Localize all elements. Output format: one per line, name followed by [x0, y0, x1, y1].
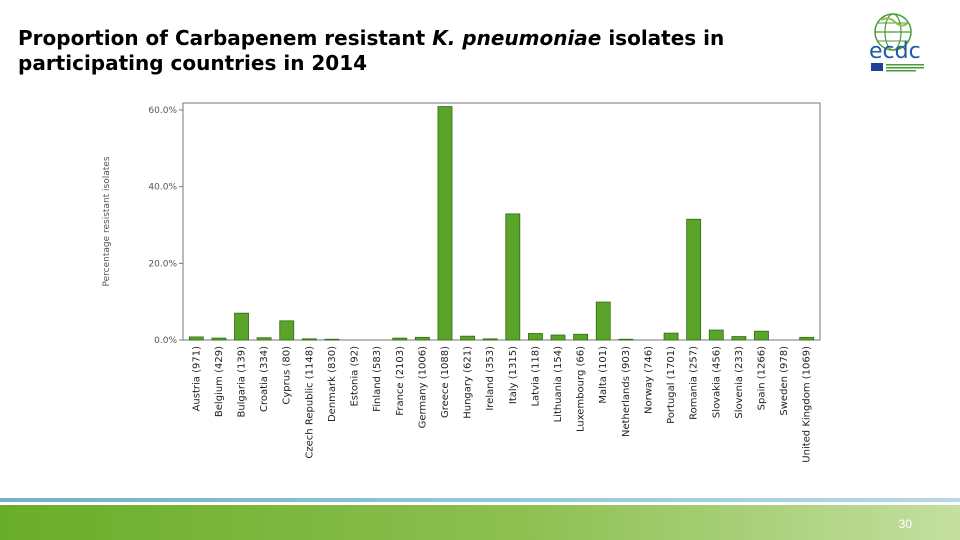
y-tick-label: 20.0%	[148, 259, 177, 269]
x-tick-label: Luxembourg (66)	[576, 346, 587, 432]
bar	[754, 330, 769, 341]
bar	[392, 337, 408, 341]
bar	[708, 329, 724, 341]
title-part-2: isolates in participating countries in 2…	[18, 26, 725, 75]
x-tick-label: Ireland (353)	[485, 346, 496, 411]
title-italic-species: K. pneumoniae	[432, 26, 602, 50]
x-tick-label: Portugal (1701)	[666, 346, 677, 424]
bar	[279, 320, 295, 341]
bar	[256, 337, 272, 341]
x-tick-label: Croatia (334)	[259, 346, 270, 412]
bar	[414, 336, 430, 341]
bar	[528, 333, 543, 341]
x-tick-label: Germany (1006)	[417, 346, 428, 428]
x-tick-label: Cyprus (80)	[282, 346, 293, 405]
slide-title: Proportion of Carbapenem resistant K. pn…	[18, 26, 818, 76]
x-tick-label: Lithuania (154)	[553, 346, 564, 422]
x-tick-label: Greece (1088)	[440, 346, 451, 418]
footer-bar: 30	[0, 505, 960, 540]
x-tick-label: Slovakia (456)	[711, 346, 722, 418]
bar	[686, 218, 702, 341]
bar	[731, 336, 747, 341]
x-tick-label: France (2103)	[395, 346, 406, 416]
eu-flag-icon	[871, 63, 883, 71]
bar	[799, 336, 815, 341]
x-tick-label: Austria (971)	[191, 346, 202, 411]
plot-area: 0.0% 20.0% 40.0% 60.0% Percentage resistant …	[102, 102, 821, 463]
bar	[573, 333, 589, 341]
x-tick-label: Finland (583)	[372, 346, 383, 412]
x-tick-label: Hungary (621)	[463, 346, 474, 419]
bar-chart: 0.0% 20.0% 40.0% 60.0% Percentage resistant …	[102, 102, 821, 463]
bar	[324, 338, 340, 341]
bar	[595, 301, 611, 341]
x-tick-label: Belgium (429)	[214, 346, 225, 417]
bar	[188, 336, 204, 341]
y-tick-label: 60.0%	[148, 106, 177, 116]
x-tick-label: Sweden (978)	[779, 346, 790, 416]
bar	[437, 106, 453, 341]
x-tick-label: Czech Republic (1148)	[304, 346, 315, 459]
y-tick-label: 40.0%	[148, 183, 177, 193]
bar	[211, 337, 227, 341]
x-tick-label: Malta (101)	[598, 346, 609, 404]
bar	[301, 338, 317, 341]
x-tick-label: Slovenia (233)	[734, 346, 745, 419]
bar	[482, 338, 498, 341]
footer-accent-line	[0, 498, 960, 502]
bar	[234, 312, 249, 341]
x-tick-label: Latvia (118)	[530, 346, 541, 407]
plot-frame	[182, 102, 821, 341]
globe-icon	[874, 13, 912, 51]
bar	[505, 213, 521, 341]
bar	[550, 334, 566, 341]
x-tick-label: Romania (257)	[689, 346, 700, 420]
x-tick-label: Netherlands (903)	[621, 346, 632, 437]
bar	[663, 332, 679, 341]
x-tick-label: Bulgaria (139)	[237, 346, 248, 418]
y-axis-label: Percentage resistant isolates	[102, 156, 112, 286]
x-tick-label: Spain (1266)	[756, 346, 767, 410]
title-part-1: Proportion of Carbapenem resistant	[18, 26, 433, 50]
x-tick-label: Estonia (92)	[350, 346, 361, 407]
x-tick-label: Italy (1315)	[508, 346, 519, 404]
x-tick-label: Norway (746)	[643, 346, 654, 414]
ecdc-logo: ecdc	[869, 13, 924, 72]
page-number: 30	[898, 517, 912, 531]
x-tick-label: Denmark (830)	[327, 346, 338, 422]
x-tick-label: United Kingdom (1069)	[802, 346, 813, 463]
bar	[618, 338, 634, 341]
bar	[460, 335, 475, 341]
y-tick-label: 0.0%	[154, 336, 177, 346]
logo-text: ecdc	[869, 39, 921, 64]
